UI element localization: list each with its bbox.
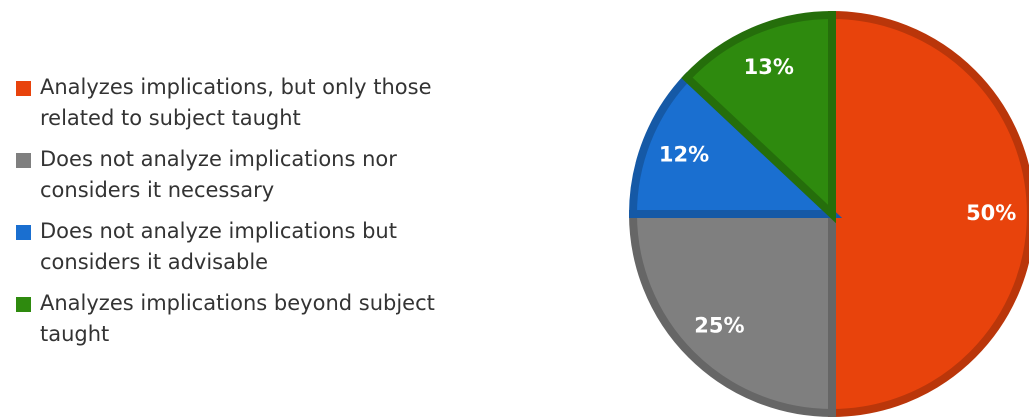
pie-slice <box>628 210 836 417</box>
legend-label: Analyzes implications, but only those re… <box>40 75 432 130</box>
legend-label: Analyzes implications beyond subject tau… <box>40 291 435 346</box>
legend-swatch <box>16 297 31 312</box>
legend-item: Analyzes implications, but only those re… <box>12 72 482 134</box>
legend-swatch <box>16 225 31 240</box>
legend-label: Does not analyze implications but consid… <box>40 219 397 274</box>
legend-label: Does not analyze implications nor consid… <box>40 147 397 202</box>
legend: Analyzes implications, but only those re… <box>12 72 482 360</box>
slice-label: 13% <box>744 55 794 79</box>
pie-slice <box>681 10 836 224</box>
slice-label: 50% <box>966 201 1016 225</box>
pie-slice <box>628 72 843 218</box>
pie-slice <box>828 10 1029 417</box>
legend-item: Does not analyze implications but consid… <box>12 216 482 278</box>
legend-swatch <box>16 153 31 168</box>
slice-label: 25% <box>694 314 744 338</box>
legend-item: Analyzes implications beyond subject tau… <box>12 288 482 350</box>
slice-label: 12% <box>659 142 709 166</box>
legend-item: Does not analyze implications nor consid… <box>12 144 482 206</box>
legend-swatch <box>16 81 31 96</box>
